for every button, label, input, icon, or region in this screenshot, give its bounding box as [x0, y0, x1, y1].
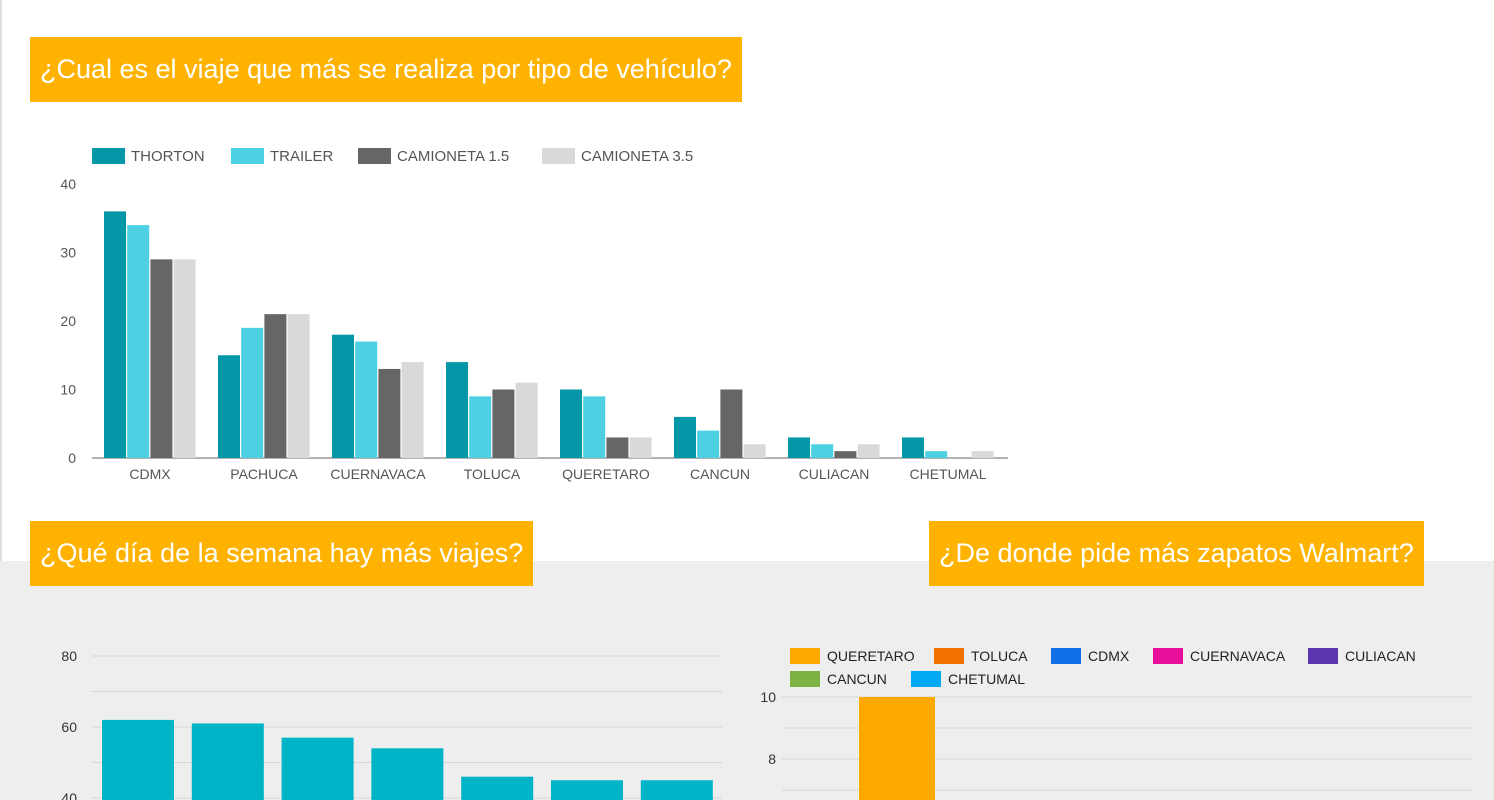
- weekday-bar: [461, 776, 534, 800]
- bar-thorton: [674, 416, 696, 458]
- walmart-chart-title: ¿De donde pide más zapatos Walmart?: [929, 521, 1424, 586]
- legend-swatch: [358, 148, 391, 164]
- y-tick-label: 0: [68, 450, 76, 466]
- legend-swatch: [790, 671, 820, 687]
- bar-trailer: [127, 225, 150, 458]
- legend-swatch: [1308, 648, 1338, 664]
- bar-trailer: [469, 396, 492, 458]
- bar-camioneta-3-5: [857, 444, 880, 458]
- vehicle-chart-title: ¿Cual es el viaje que más se realiza por…: [30, 37, 742, 102]
- bar-camioneta-3-5: [173, 259, 196, 458]
- bar-camioneta-3-5: [743, 444, 766, 458]
- bar-thorton: [560, 389, 582, 458]
- weekday-chart-title: ¿Qué día de la semana hay más viajes?: [30, 521, 534, 586]
- weekday-bar: [551, 780, 623, 800]
- legend-swatch: [1051, 648, 1081, 664]
- y-tick-label: 20: [60, 313, 76, 329]
- x-tick-label: PACHUCA: [230, 466, 298, 482]
- y-tick-label: 80: [61, 648, 77, 664]
- weekday-bar: [281, 737, 354, 800]
- legend-swatch: [934, 648, 964, 664]
- bar-camioneta-3-5: [515, 382, 538, 458]
- x-tick-label: CDMX: [129, 466, 171, 482]
- x-tick-label: CHETUMAL: [909, 466, 986, 482]
- legend-swatch: [790, 648, 820, 664]
- legend-label: CANCUN: [827, 671, 887, 687]
- bar-trailer: [355, 341, 378, 458]
- bar-thorton: [104, 211, 126, 458]
- bar-camioneta-3-5: [629, 437, 652, 458]
- legend-label: CAMIONETA 3.5: [581, 148, 693, 165]
- bar-thorton: [332, 334, 354, 458]
- x-tick-label: CANCUN: [690, 466, 750, 482]
- bar-camioneta-1-5: [606, 437, 629, 458]
- bar-camioneta-1-5: [264, 314, 287, 458]
- bar-thorton: [788, 437, 810, 458]
- x-tick-label: TOLUCA: [464, 466, 521, 482]
- y-tick-label: 10: [60, 382, 76, 398]
- legend-label: TRAILER: [270, 148, 334, 165]
- weekday-bar: [191, 723, 264, 800]
- legend-swatch: [911, 671, 941, 687]
- bar-camioneta-1-5: [492, 389, 515, 458]
- bar-trailer: [583, 396, 606, 458]
- y-tick-label: 40: [61, 790, 77, 800]
- bar-camioneta-3-5: [287, 314, 310, 458]
- legend-swatch: [542, 148, 575, 164]
- bar-camioneta-1-5: [720, 389, 743, 458]
- legend-label: CDMX: [1088, 648, 1130, 664]
- bar-thorton: [218, 355, 240, 458]
- weekday-bar: [371, 748, 444, 800]
- walmart-bar-queretaro: [859, 697, 935, 800]
- bar-camioneta-1-5: [834, 451, 857, 458]
- legend-label: THORTON: [131, 148, 205, 165]
- legend-label: TOLUCA: [971, 648, 1028, 664]
- legend-swatch: [1153, 648, 1183, 664]
- y-tick-label: 10: [760, 689, 776, 705]
- y-tick-label: 60: [61, 719, 77, 735]
- legend-label: CULIACAN: [1345, 648, 1416, 664]
- legend-label: CUERNAVACA: [1190, 648, 1286, 664]
- legend-label: QUERETARO: [827, 648, 915, 664]
- bar-thorton: [446, 362, 468, 458]
- bar-trailer: [241, 327, 264, 458]
- bar-trailer: [925, 451, 948, 458]
- weekday-bar: [640, 780, 713, 800]
- y-tick-label: 8: [768, 751, 776, 767]
- bar-trailer: [697, 430, 720, 458]
- bar-camioneta-3-5: [971, 451, 994, 458]
- legend-swatch: [92, 148, 125, 164]
- bar-camioneta-3-5: [401, 362, 424, 458]
- y-tick-label: 30: [60, 245, 76, 261]
- bar-camioneta-1-5: [378, 368, 401, 458]
- bar-camioneta-1-5: [150, 259, 173, 458]
- weekday-bar: [102, 719, 174, 800]
- legend-swatch: [231, 148, 264, 164]
- x-tick-label: CUERNAVACA: [330, 466, 426, 482]
- x-tick-label: QUERETARO: [562, 466, 650, 482]
- bar-trailer: [811, 444, 834, 458]
- x-tick-label: CULIACAN: [799, 466, 870, 482]
- bar-thorton: [902, 437, 924, 458]
- y-tick-label: 40: [60, 176, 76, 192]
- legend-label: CAMIONETA 1.5: [397, 148, 509, 165]
- legend-label: CHETUMAL: [948, 671, 1025, 687]
